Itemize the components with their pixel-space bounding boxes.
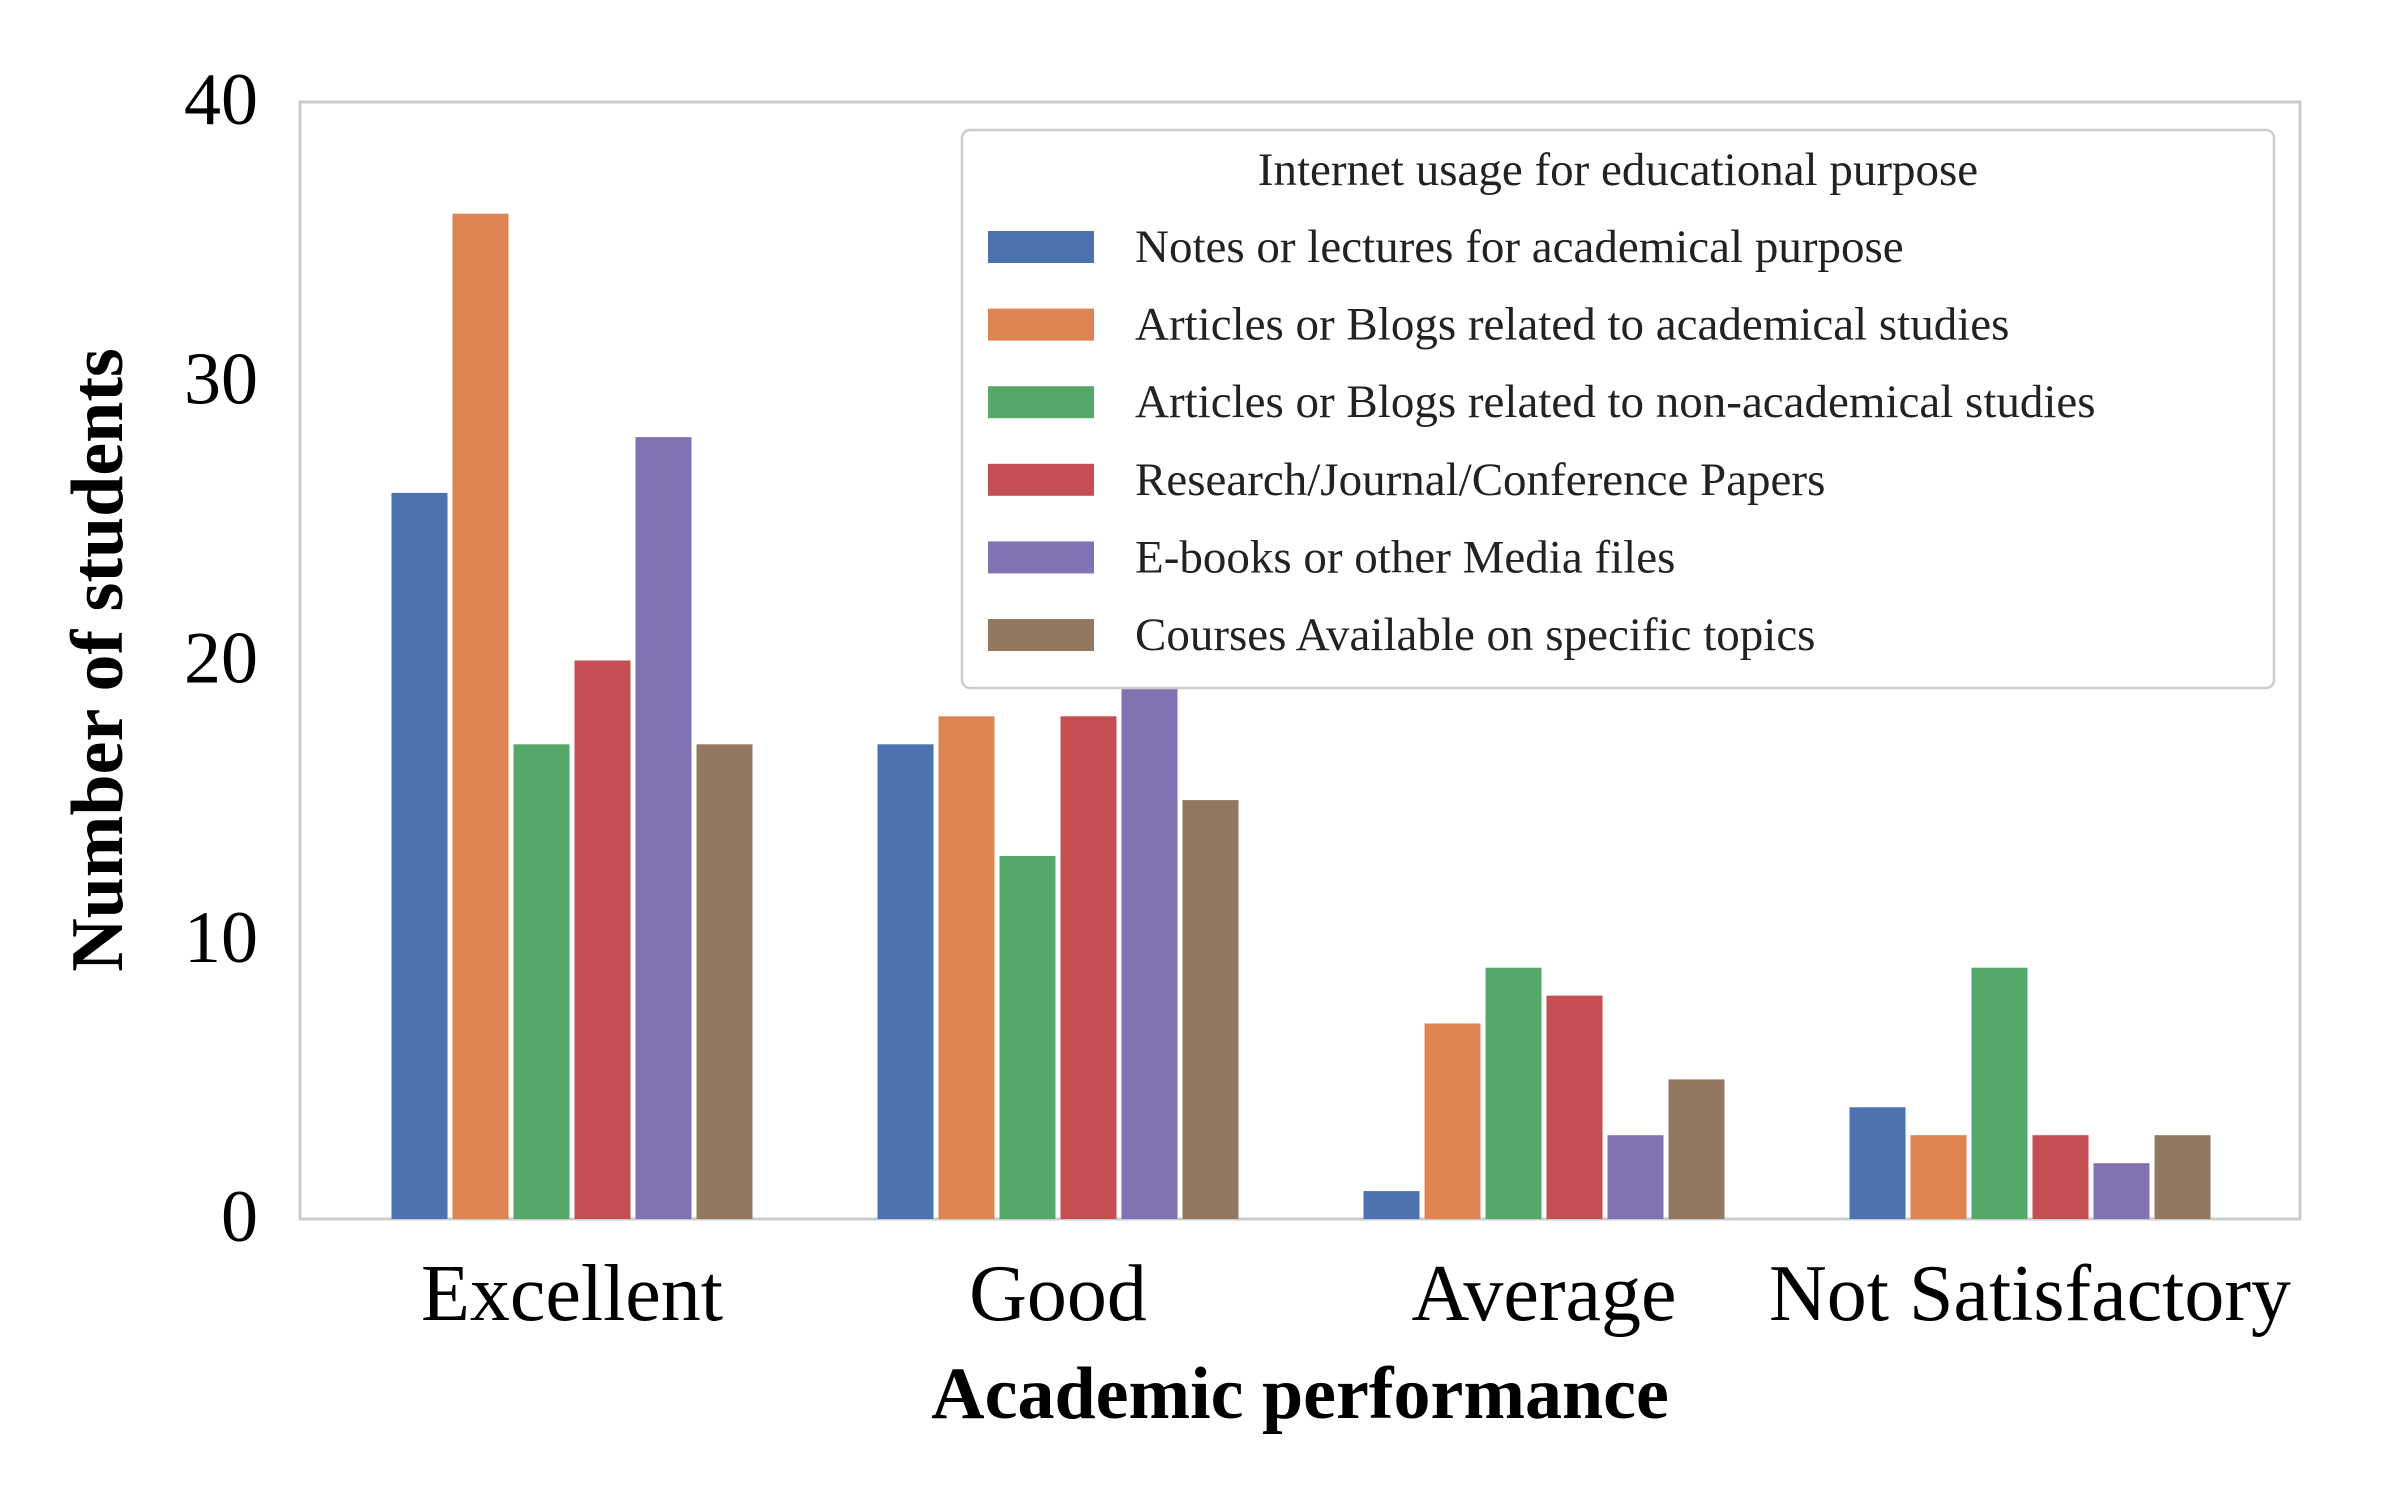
bar-3-not-satisfactory — [1971, 967, 2028, 1219]
legend-label: Courses Available on specific topics — [1135, 609, 1815, 661]
bar-6-average — [1668, 1079, 1725, 1219]
bar-2-not-satisfactory — [1910, 1135, 1967, 1219]
legend: Internet usage for educational purpose N… — [960, 128, 2276, 690]
bar-2-average — [1424, 1023, 1481, 1219]
legend-label: Articles or Blogs related to non-academi… — [1135, 376, 2096, 428]
legend-label: Articles or Blogs related to academical … — [1135, 299, 2009, 351]
y-tick-labels: 0 10 20 30 40 — [184, 59, 258, 1258]
bar-5-good — [1121, 688, 1178, 1219]
legend-label: E-books or other Media files — [1135, 531, 1675, 583]
bar-1-average — [1363, 1191, 1420, 1219]
legend-label: Notes or lectures for academical purpose — [1135, 221, 1904, 273]
bars-group — [391, 213, 2211, 1220]
bar-1-excellent — [391, 492, 448, 1219]
x-axis-title: Academic performance — [931, 1353, 1669, 1435]
x-tick-label: Good — [969, 1250, 1147, 1338]
x-tick-labels: Excellent Good Average Not Satisfactory — [421, 1250, 2291, 1338]
bar-1-good — [877, 744, 934, 1219]
legend-label: Research/Journal/Conference Papers — [1135, 454, 1825, 506]
legend-items: Notes or lectures for academical purpose… — [988, 221, 2096, 661]
y-axis-title: Number of students — [57, 348, 139, 972]
y-tick-label: 10 — [184, 897, 258, 979]
bar-5-excellent — [635, 437, 692, 1220]
x-tick-label: Excellent — [421, 1250, 723, 1338]
legend-box — [960, 128, 2276, 690]
bar-5-average — [1607, 1135, 1664, 1219]
legend-swatch — [988, 308, 1094, 341]
y-tick-label: 20 — [184, 618, 258, 700]
bar-3-excellent — [513, 744, 570, 1219]
bar-4-good — [1060, 716, 1117, 1219]
x-tick-label: Average — [1412, 1250, 1677, 1338]
y-tick-label: 30 — [184, 338, 258, 420]
legend-swatch — [988, 619, 1094, 651]
bar-5-not-satisfactory — [2093, 1163, 2150, 1219]
bar-4-not-satisfactory — [2032, 1135, 2089, 1219]
legend-title: Internet usage for educational purpose — [1258, 144, 1978, 196]
bar-2-excellent — [452, 213, 509, 1219]
legend-swatch — [988, 541, 1094, 574]
bar-4-average — [1546, 995, 1603, 1219]
y-tick-label: 0 — [221, 1176, 258, 1258]
bar-6-excellent — [696, 744, 753, 1219]
bar-6-not-satisfactory — [2154, 1135, 2211, 1219]
y-tick-label: 40 — [184, 59, 258, 141]
bar-6-good — [1182, 800, 1239, 1219]
legend-swatch — [988, 463, 1094, 496]
bar-4-excellent — [574, 660, 631, 1219]
bar-2-good — [938, 716, 995, 1219]
x-tick-label: Not Satisfactory — [1769, 1250, 2291, 1338]
bar-1-not-satisfactory — [1849, 1107, 1906, 1219]
legend-swatch — [988, 386, 1094, 419]
legend-swatch — [988, 231, 1094, 263]
bar-3-average — [1485, 967, 1542, 1219]
bar-3-good — [999, 856, 1056, 1219]
